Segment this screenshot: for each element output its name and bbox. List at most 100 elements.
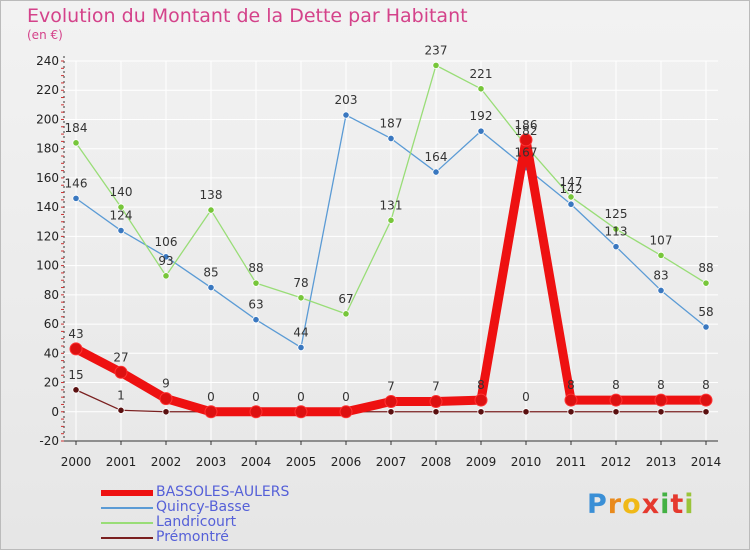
data-point-0 xyxy=(384,395,398,409)
x-tick-label: 2010 xyxy=(511,455,542,469)
data-point-0 xyxy=(699,393,713,407)
data-point-0 xyxy=(429,395,443,409)
x-tick-label: 2011 xyxy=(556,455,587,469)
y-tick-label: 100 xyxy=(36,259,59,273)
x-tick-label: 2002 xyxy=(151,455,182,469)
legend-label: Quincy-Basse xyxy=(156,499,251,515)
data-point-3 xyxy=(657,408,665,416)
data-point-1 xyxy=(702,323,710,331)
data-point-3 xyxy=(72,386,80,394)
data-point-0 xyxy=(114,365,128,379)
data-point-1 xyxy=(477,127,485,135)
data-label: 113 xyxy=(605,225,628,239)
logo-letter: P xyxy=(587,489,608,520)
logo-letter: t xyxy=(670,489,685,520)
data-label: 125 xyxy=(605,207,628,221)
y-tick-label: 240 xyxy=(36,54,59,68)
data-label: 8 xyxy=(657,378,665,392)
data-point-0 xyxy=(609,393,623,407)
data-point-2 xyxy=(72,139,80,147)
data-label: 131 xyxy=(380,198,403,212)
data-label: 146 xyxy=(65,176,88,190)
x-tick-label: 2000 xyxy=(61,455,92,469)
data-point-2 xyxy=(162,272,170,280)
data-point-1 xyxy=(72,194,80,202)
data-point-0 xyxy=(159,392,173,406)
data-label: 15 xyxy=(68,368,83,382)
data-point-2 xyxy=(612,225,620,233)
data-label: 8 xyxy=(567,378,575,392)
data-point-0 xyxy=(249,405,263,419)
data-label: 164 xyxy=(425,150,448,164)
data-label: 7 xyxy=(432,380,440,394)
data-label: 138 xyxy=(200,188,223,202)
logo-letter: o xyxy=(622,489,642,520)
data-point-2 xyxy=(657,251,665,259)
x-tick-label: 2006 xyxy=(331,455,362,469)
y-tick-label: 220 xyxy=(36,83,59,97)
data-label: 78 xyxy=(293,276,308,290)
y-tick-label: 20 xyxy=(44,376,59,390)
data-label: 182 xyxy=(515,124,538,138)
data-point-2 xyxy=(297,294,305,302)
data-label: 88 xyxy=(248,261,263,275)
data-point-3 xyxy=(702,408,710,416)
data-label: 8 xyxy=(612,378,620,392)
series-lines xyxy=(69,61,713,419)
data-label: 43 xyxy=(68,327,83,341)
y-tick-label: 200 xyxy=(36,112,59,126)
x-tick-label: 2009 xyxy=(466,455,497,469)
y-tick-label: 180 xyxy=(36,142,59,156)
data-point-1 xyxy=(252,316,260,324)
data-label: 8 xyxy=(477,378,485,392)
y-tick-label: 160 xyxy=(36,171,59,185)
data-label: 44 xyxy=(293,325,308,339)
data-label: 192 xyxy=(470,109,493,123)
data-point-3 xyxy=(432,408,440,416)
data-point-1 xyxy=(162,253,170,261)
data-point-2 xyxy=(342,310,350,318)
data-point-2 xyxy=(567,193,575,201)
data-label: 124 xyxy=(110,209,133,223)
y-tick-label: 0 xyxy=(51,405,59,419)
data-label: 237 xyxy=(425,43,448,57)
data-point-3 xyxy=(522,408,530,416)
axes: -200204060801001201401601802002202402000… xyxy=(36,54,721,469)
data-point-1 xyxy=(657,286,665,295)
x-tick-label: 2004 xyxy=(241,455,272,469)
legend-swatch-bassoles xyxy=(101,490,153,496)
data-point-0 xyxy=(474,393,488,407)
data-point-2 xyxy=(252,279,260,287)
data-label: 0 xyxy=(207,390,215,404)
data-point-1 xyxy=(612,243,620,251)
data-point-0 xyxy=(294,405,308,419)
data-label: 58 xyxy=(698,305,713,319)
data-point-0 xyxy=(69,342,83,356)
data-point-1 xyxy=(387,134,395,143)
legend-swatch-premontre xyxy=(101,537,153,539)
data-label: 0 xyxy=(522,390,530,404)
data-label: 221 xyxy=(470,67,493,81)
data-label: 140 xyxy=(110,185,133,199)
data-label: 1 xyxy=(117,388,125,402)
data-point-1 xyxy=(117,226,125,235)
legend-label: Landricourt xyxy=(156,514,237,530)
x-tick-label: 2005 xyxy=(286,455,317,469)
data-point-2 xyxy=(387,216,395,224)
data-point-0 xyxy=(564,393,578,407)
data-point-1 xyxy=(342,111,350,119)
data-label: 63 xyxy=(248,298,263,312)
y-tick-label: 40 xyxy=(44,346,59,360)
data-label: 9 xyxy=(162,377,170,391)
data-label: 67 xyxy=(338,292,353,306)
x-tick-label: 2008 xyxy=(421,455,452,469)
data-label: 8 xyxy=(702,378,710,392)
data-point-3 xyxy=(477,408,485,416)
logo-letter: i xyxy=(684,489,695,520)
data-point-2 xyxy=(702,279,710,287)
x-tick-label: 2012 xyxy=(601,455,632,469)
x-tick-label: 2003 xyxy=(196,455,227,469)
